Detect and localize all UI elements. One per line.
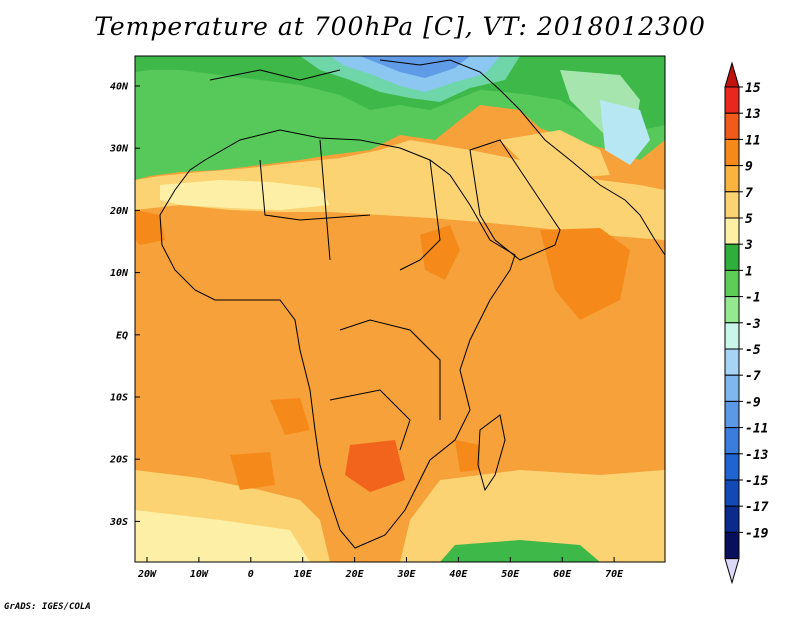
colorbar-label: -3 (745, 317, 761, 332)
colorbar-label: 13 (745, 107, 761, 122)
colorbar-label: 9 (745, 160, 753, 175)
lon-tick-label: 60E (553, 569, 572, 580)
colorbar-swatch (724, 322, 740, 350)
colorbar-top-arrow (724, 61, 740, 88)
colorbar-label: -19 (745, 526, 769, 541)
lon-tick-label: 50E (501, 569, 520, 580)
colorbar-swatch (724, 453, 740, 481)
colorbar-swatch (724, 217, 740, 245)
colorbar-swatch (724, 86, 740, 114)
colorbar-label: 15 (745, 81, 761, 96)
colorbar-label: 5 (745, 212, 753, 227)
colorbar-swatch (724, 427, 740, 455)
colorbar-swatch (724, 269, 740, 298)
colorbar-swatch (724, 165, 740, 193)
colorbar-label: 1 (745, 264, 753, 279)
colorbar-swatch (724, 400, 740, 429)
colorbar-swatch (724, 374, 740, 402)
colorbar-label: -17 (745, 500, 769, 515)
colorbar-swatch (724, 505, 740, 533)
colorbar-label: 3 (744, 238, 753, 253)
temperature-field (135, 56, 665, 562)
map-frame (134, 55, 666, 563)
lat-tick-label: 10S (110, 393, 128, 404)
colorbar-label: -1 (745, 291, 761, 306)
colorbar-label: -13 (745, 448, 769, 463)
lat-tick-label: 40N (110, 82, 129, 93)
map-title: Temperature at 700hPa [C], VT: 201801230… (94, 12, 706, 41)
coastlines (159, 59, 665, 549)
lat-tick-label: 30S (109, 517, 128, 528)
colorbar: 15 13 11 9 7 5 3 1 -1 -3 -5 -7 -9 -11 -13 -15 -17 -19 (724, 61, 769, 585)
lon-tick-label: 30E (396, 569, 416, 580)
latitude-axis: 40N 30N 20N 10N EQ 10S 20S 30S (109, 82, 140, 528)
colorbar-swatch (724, 243, 740, 271)
colorbar-label: 11 (745, 133, 761, 148)
longitude-axis: 20W 10W 0 10E 20E 30E 40E 50E 60E 70E (137, 557, 624, 580)
colorbar-label: -15 (745, 474, 769, 489)
colorbar-swatch (724, 296, 740, 324)
lat-tick-label: 20N (109, 206, 129, 217)
lon-tick-label: 10W (190, 569, 209, 580)
credit-text: GrADS: IGES/COLA (4, 602, 91, 612)
colorbar-label: 7 (745, 186, 753, 201)
lat-tick-label: 20S (109, 455, 128, 466)
colorbar-label: -11 (745, 422, 768, 437)
colorbar-label: -9 (745, 395, 761, 410)
colorbar-swatch (724, 531, 740, 560)
lon-tick-label: 20W (137, 569, 157, 580)
lat-tick-label: 10N (110, 268, 129, 279)
colorbar-swatch (724, 348, 740, 376)
lon-tick-label: 10E (294, 569, 313, 580)
colorbar-swatch (724, 479, 740, 507)
colorbar-bottom-arrow (724, 558, 740, 585)
colorbar-swatch (724, 138, 740, 167)
colorbar-swatch (724, 112, 740, 140)
colorbar-swatch (724, 191, 740, 219)
lat-tick-label: 30N (109, 144, 129, 155)
lon-tick-label: 20E (345, 569, 365, 580)
lon-tick-label: 0 (248, 569, 254, 580)
lat-tick-label: EQ (116, 330, 128, 341)
lon-tick-label: 40E (449, 569, 468, 580)
lon-tick-label: 70E (605, 569, 624, 580)
colorbar-label: -5 (745, 343, 761, 358)
colorbar-label: -7 (745, 369, 761, 384)
